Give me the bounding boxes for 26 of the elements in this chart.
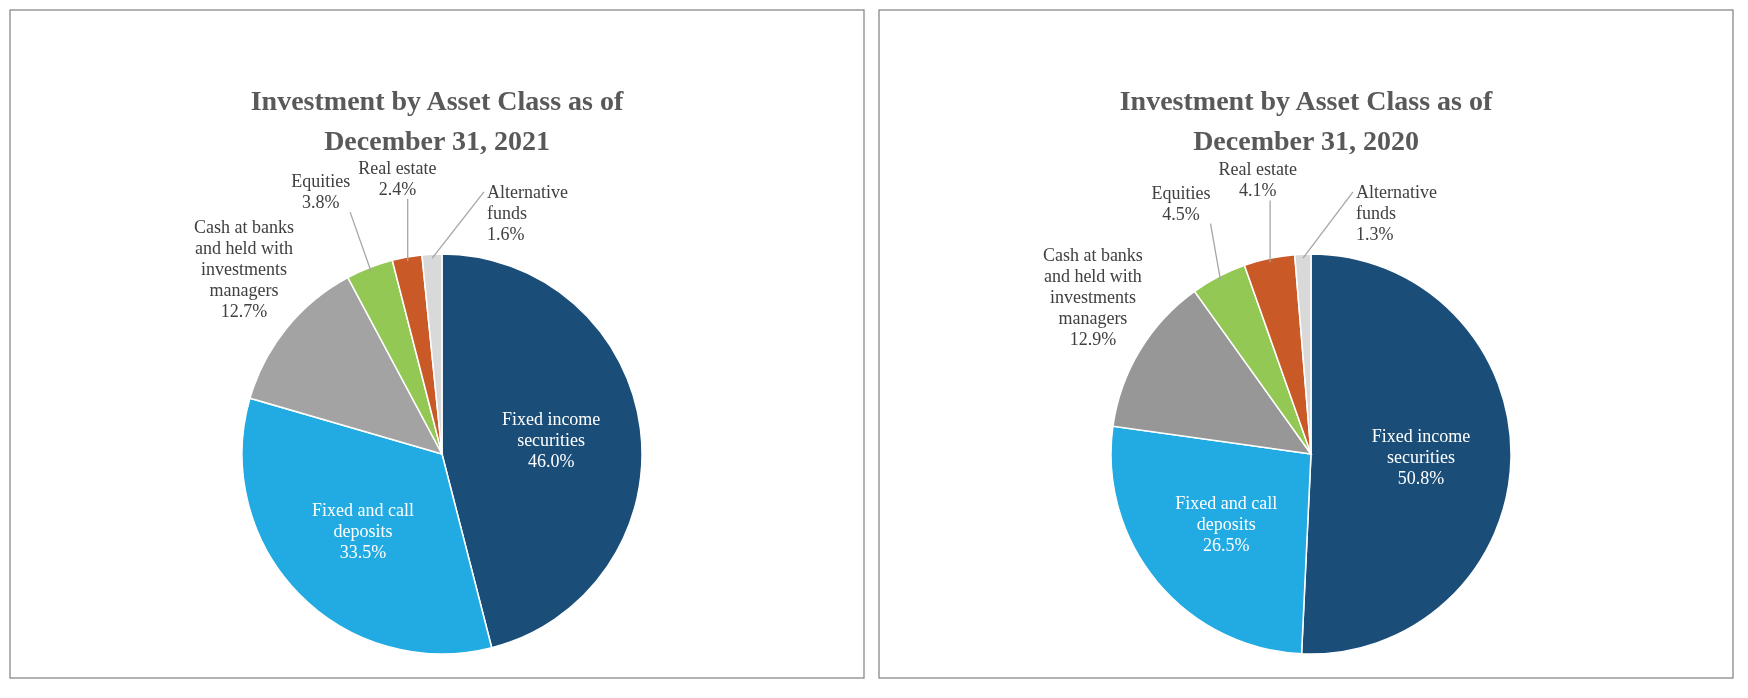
data-label: 4.1%: [1239, 180, 1277, 201]
slice-label: Real estate: [1218, 159, 1298, 180]
data-label: 50.8%: [1397, 467, 1445, 488]
slice-label: Cash at banks and held with investments managers: [194, 216, 294, 300]
chart-title: Investment by Asset Class as of December 31, 2021: [250, 85, 624, 156]
data-label: 12.7%: [220, 300, 268, 321]
slice-label: Cash at banks and held with investments managers: [1042, 245, 1143, 329]
data-label: 33.5%: [339, 541, 387, 562]
slice-label: Fixed income securities: [1371, 425, 1471, 467]
slice-label: Fixed and call deposits: [312, 499, 414, 541]
slice-label: Fixed income securities: [501, 409, 601, 451]
slice-label: Alternative funds: [487, 181, 568, 223]
data-label: 1.6%: [487, 223, 525, 244]
data-label: 3.8%: [301, 192, 340, 213]
slice-label: Alternative funds: [1356, 181, 1437, 223]
slice-label: Real estate: [358, 157, 437, 178]
slice-label: Fixed and call deposits: [1175, 493, 1278, 535]
data-label: 12.9%: [1069, 329, 1117, 350]
data-label: 1.3%: [1356, 223, 1394, 244]
data-label: 46.0%: [527, 451, 575, 472]
data-label: 26.5%: [1203, 535, 1250, 556]
slice-label: Equities: [291, 171, 351, 192]
chart-title: Investment by Asset Class as of December 31, 2020: [1119, 85, 1493, 156]
data-label: 2.4%: [378, 178, 417, 199]
data-label: 4.5%: [1162, 203, 1200, 224]
slice-label: Equities: [1151, 182, 1211, 203]
